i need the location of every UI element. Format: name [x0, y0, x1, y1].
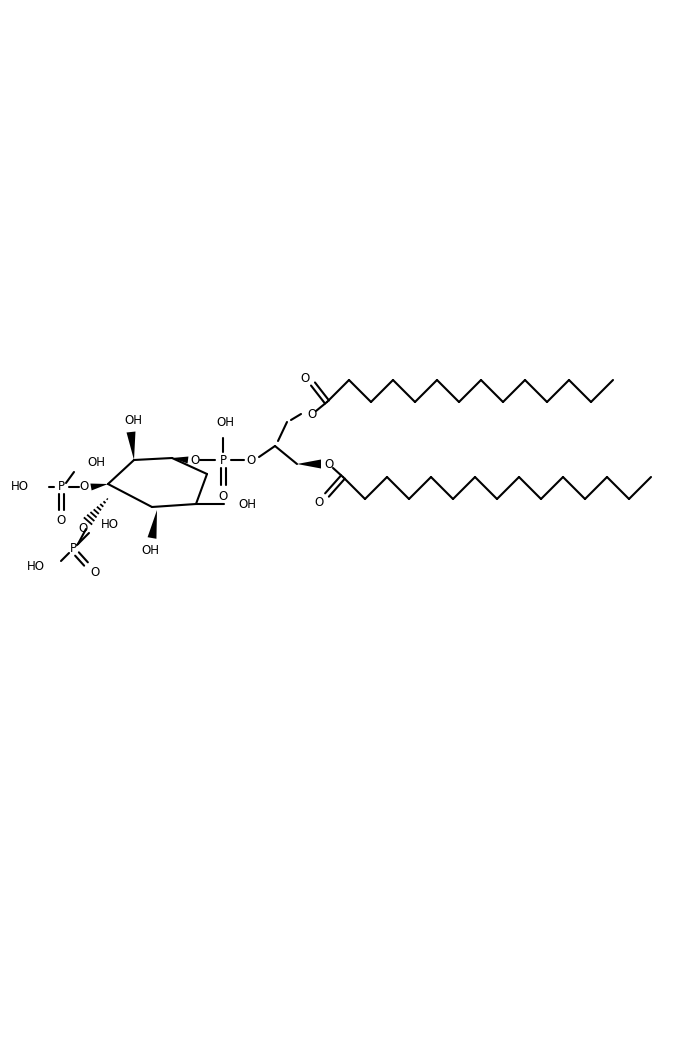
- Text: P: P: [220, 454, 226, 466]
- Text: O: O: [190, 454, 200, 466]
- Polygon shape: [90, 483, 108, 490]
- Text: OH: OH: [124, 414, 142, 427]
- Text: O: O: [301, 371, 309, 385]
- Text: O: O: [246, 454, 256, 466]
- Polygon shape: [172, 457, 188, 463]
- Text: HO: HO: [101, 519, 119, 531]
- Text: P: P: [58, 480, 65, 494]
- Text: O: O: [218, 489, 228, 502]
- Text: O: O: [56, 515, 66, 527]
- Polygon shape: [148, 510, 157, 539]
- Text: OH: OH: [238, 498, 256, 510]
- Polygon shape: [297, 459, 321, 468]
- Text: OH: OH: [141, 544, 159, 556]
- Text: O: O: [90, 566, 100, 578]
- Polygon shape: [126, 432, 135, 460]
- Text: OH: OH: [216, 415, 234, 429]
- Text: HO: HO: [27, 561, 45, 573]
- Text: P: P: [69, 543, 76, 555]
- Text: O: O: [80, 480, 88, 494]
- Text: O: O: [307, 408, 317, 420]
- Text: O: O: [324, 458, 334, 471]
- Text: OH: OH: [87, 457, 105, 470]
- Text: HO: HO: [11, 480, 29, 494]
- Text: O: O: [78, 523, 88, 536]
- Text: O: O: [314, 497, 324, 509]
